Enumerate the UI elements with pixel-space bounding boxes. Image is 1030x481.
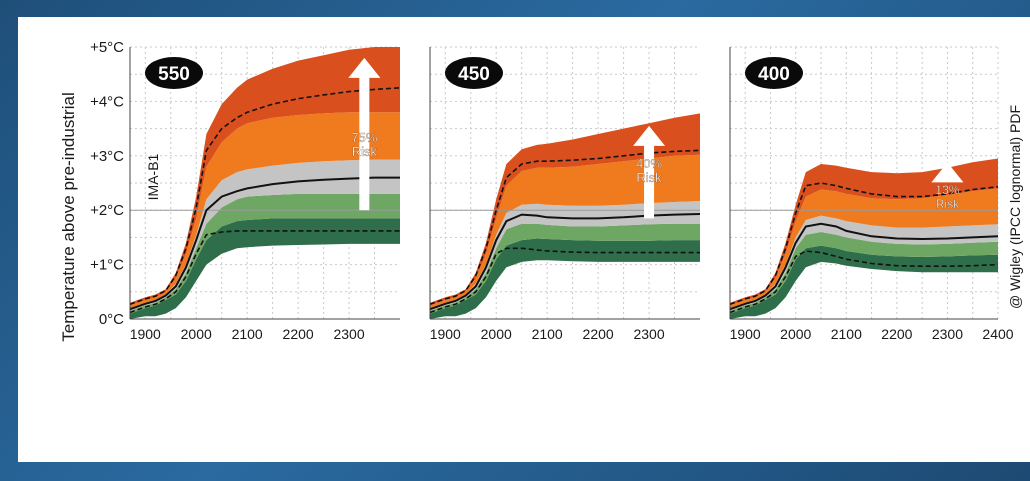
panel-400-risk-label-2: Risk bbox=[936, 197, 960, 211]
panel-400-low-percentile-line bbox=[729, 250, 999, 314]
panel-550-low-percentile-line bbox=[129, 230, 400, 314]
panel-400-x-tick-label: 2400 bbox=[982, 326, 1013, 342]
panel-550-band-4 bbox=[130, 112, 400, 309]
panel-400-band-4 bbox=[730, 188, 998, 309]
panel-550-risk-label-2: Risk bbox=[352, 144, 378, 159]
panel-550-median-line bbox=[129, 176, 400, 311]
panel-400-risk-label-1: 13% bbox=[935, 183, 959, 197]
panel-550-y-tick-label: 0°C bbox=[99, 311, 124, 328]
y-axis-label: Temperature above pre-industrial bbox=[59, 92, 78, 341]
panel-450-risk-label-1: 40% bbox=[636, 156, 662, 171]
panel-450-risk-arrow-head bbox=[633, 125, 666, 146]
panel-400-x-tick-label: 2300 bbox=[932, 326, 963, 342]
panel-400-x-tick-label: 2100 bbox=[831, 326, 862, 342]
panel-450-band-2 bbox=[430, 223, 700, 314]
panel-450-band-1 bbox=[430, 238, 700, 319]
panel-450-x-tick-label: 2100 bbox=[532, 326, 563, 342]
panel-400-x-tick-label: 1900 bbox=[730, 326, 761, 342]
panel-450-x-tick-label: 2200 bbox=[583, 326, 614, 342]
panel-550-y-tick-label: +5°C bbox=[90, 39, 124, 56]
panel-550-x-tick-label: 1900 bbox=[130, 326, 161, 342]
panel-550-high-percentile-line bbox=[129, 87, 401, 306]
panel-400-risk-arrow-head bbox=[931, 162, 964, 183]
climate-risk-figure: Temperature above pre-industrial @ Wigle… bbox=[59, 39, 1023, 342]
panel-450-low-percentile-line bbox=[429, 247, 700, 314]
panel-450-band-5 bbox=[430, 113, 700, 306]
panel-550-scenario-badge-label: 550 bbox=[158, 64, 190, 85]
panel-550-y-tick-label: +1°C bbox=[90, 257, 124, 274]
panel-550-y-tick-label: +4°C bbox=[90, 93, 124, 110]
panel-550-band-3 bbox=[130, 159, 400, 311]
panel-550-scenario-tag: IMA-B1 bbox=[145, 153, 161, 200]
panel-550-x-tick-label: 2100 bbox=[232, 326, 263, 342]
panel-400-median-line bbox=[729, 222, 999, 311]
panel-450-x-tick-label: 1900 bbox=[430, 326, 461, 342]
figure-card: Temperature above pre-industrial @ Wigle… bbox=[18, 17, 1030, 462]
panel-400-scenario-badge-label: 400 bbox=[758, 64, 790, 85]
panel-450-x-tick-label: 2000 bbox=[481, 326, 512, 342]
panel-550-band-2 bbox=[130, 193, 400, 314]
panel-400-band-2 bbox=[730, 232, 998, 314]
panel-400-scenario-badge bbox=[745, 57, 803, 89]
panel-550-band-5 bbox=[130, 47, 400, 306]
panel-550-y-tick-label: +2°C bbox=[90, 202, 124, 219]
panel-550-band-1 bbox=[130, 218, 400, 319]
panel-400-x-tick-label: 2000 bbox=[780, 326, 811, 342]
panel-450-band-4 bbox=[430, 154, 700, 309]
panel-450-median-line bbox=[429, 213, 701, 311]
panel-400-band-5 bbox=[730, 158, 998, 306]
panel-400-x-tick-label: 2200 bbox=[881, 326, 912, 342]
panel-550-risk-arrow-shaft bbox=[359, 73, 370, 211]
panel-400-band-1 bbox=[730, 245, 998, 319]
panel-450-risk-label-2: Risk bbox=[636, 170, 662, 185]
panel-550-x-tick-label: 2200 bbox=[283, 326, 314, 342]
panel-550-scenario-badge bbox=[145, 57, 203, 89]
panel-450-risk-arrow-shaft bbox=[644, 141, 655, 219]
panel-550-x-tick-label: 2300 bbox=[333, 326, 364, 342]
panel-550-y-tick-label: +3°C bbox=[90, 148, 124, 165]
panel-450-x-tick-label: 2300 bbox=[633, 326, 664, 342]
panel-450-scenario-badge-label: 450 bbox=[458, 64, 490, 85]
panel-550-risk-arrow-head bbox=[348, 57, 381, 78]
credit-text: @ Wigley (IPCC lognormal) PDF bbox=[1007, 105, 1023, 309]
panel-400-high-percentile-line bbox=[729, 182, 999, 306]
panel-450-scenario-badge bbox=[445, 57, 503, 89]
panel-550-risk-label-1: 75% bbox=[351, 130, 377, 145]
panel-550-x-tick-label: 2000 bbox=[181, 326, 212, 342]
panel-450-high-percentile-line bbox=[429, 149, 701, 306]
